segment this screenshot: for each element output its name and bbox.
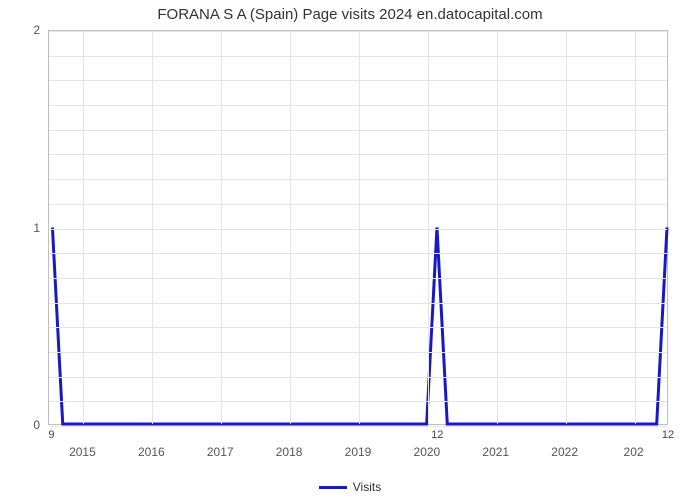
gridline-horizontal-minor — [49, 327, 667, 328]
legend: Visits — [0, 479, 700, 494]
gridline-vertical — [83, 31, 84, 424]
gridline-horizontal-minor — [49, 278, 667, 279]
line-series-svg — [49, 31, 667, 424]
chart-container: FORANA S A (Spain) Page visits 2024 en.d… — [0, 0, 700, 500]
gridline-vertical — [290, 31, 291, 424]
gridline-horizontal-minor — [49, 80, 667, 81]
xtick-label: 2017 — [207, 445, 234, 459]
gridline-horizontal-minor — [49, 401, 667, 402]
gridline-horizontal-minor — [49, 56, 667, 57]
gridline-vertical — [497, 31, 498, 424]
value-label: 9 — [48, 429, 54, 441]
xtick-label: 2015 — [69, 445, 96, 459]
xtick-label: 2018 — [276, 445, 303, 459]
value-label: 12 — [431, 429, 443, 441]
ytick-label: 2 — [0, 23, 40, 37]
ytick-label: 0 — [0, 418, 40, 432]
gridline-horizontal-minor — [49, 303, 667, 304]
chart-title: FORANA S A (Spain) Page visits 2024 en.d… — [0, 6, 700, 23]
gridline-horizontal-minor — [49, 253, 667, 254]
gridline-horizontal-minor — [49, 377, 667, 378]
xtick-label: 2019 — [345, 445, 372, 459]
gridline-vertical — [566, 31, 567, 424]
xtick-label: 2021 — [482, 445, 509, 459]
xtick-label: 2022 — [551, 445, 578, 459]
gridline-horizontal-minor — [49, 130, 667, 131]
gridline-vertical — [359, 31, 360, 424]
legend-label: Visits — [353, 480, 381, 494]
gridline-horizontal-minor — [49, 179, 667, 180]
xtick-label: 2020 — [414, 445, 441, 459]
plot-area — [48, 30, 668, 425]
gridline-horizontal — [49, 31, 667, 32]
xtick-label: 202 — [624, 445, 644, 459]
gridline-horizontal-minor — [49, 105, 667, 106]
gridline-vertical — [635, 31, 636, 424]
gridline-horizontal-minor — [49, 204, 667, 205]
legend-swatch — [319, 486, 347, 489]
gridline-horizontal — [49, 229, 667, 230]
value-label: 12 — [662, 429, 674, 441]
xtick-label: 2016 — [138, 445, 165, 459]
gridline-horizontal-minor — [49, 352, 667, 353]
gridline-vertical — [221, 31, 222, 424]
gridline-horizontal-minor — [49, 154, 667, 155]
ytick-label: 1 — [0, 221, 40, 235]
gridline-horizontal — [49, 426, 667, 427]
gridline-vertical — [428, 31, 429, 424]
gridline-vertical — [152, 31, 153, 424]
